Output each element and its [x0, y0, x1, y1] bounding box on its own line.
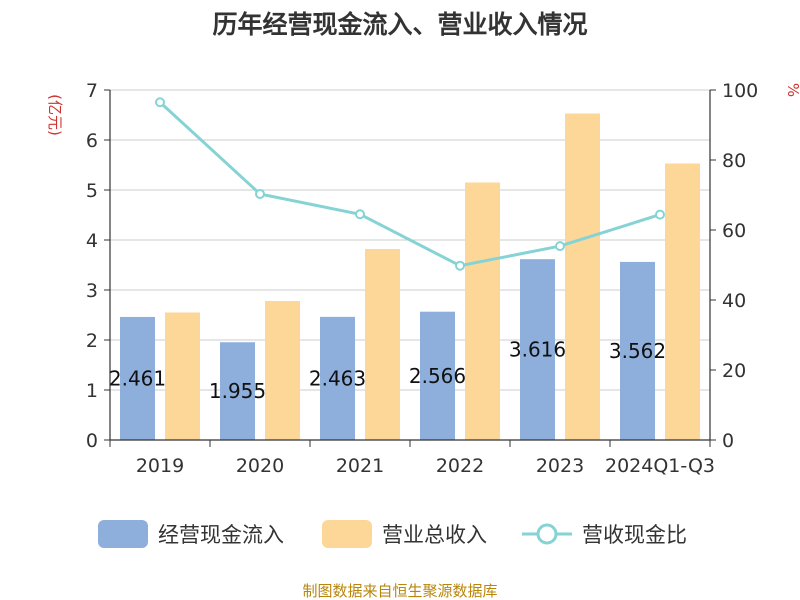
x-axis-tick-label: 2023: [536, 455, 584, 477]
right-axis-tick-label: 100: [722, 80, 758, 102]
bar-revenue: [465, 182, 500, 440]
left-axis-unit: (亿元): [46, 94, 64, 136]
bar-revenue: [665, 163, 700, 440]
source-note: 制图数据来自恒生聚源数据库: [302, 582, 497, 600]
left-axis-tick-label: 4: [86, 230, 98, 252]
ratio-line: [158, 101, 661, 268]
data-label-cash-inflow: 3.616: [509, 338, 566, 362]
bar-cash-inflow: [220, 342, 255, 440]
bar-revenue: [565, 113, 600, 440]
data-label-cash-inflow: 2.566: [409, 364, 466, 388]
bar-cash-inflow: [320, 316, 355, 440]
bar-cash-inflow: [620, 261, 655, 440]
bar-series: [120, 113, 700, 440]
data-label-cash-inflow: 1.955: [209, 379, 266, 403]
legend-swatch-ratio-marker: [536, 523, 558, 545]
right-axis-unit: %: [784, 83, 800, 97]
bar-revenue: [365, 249, 400, 440]
ratio-point: [455, 260, 465, 271]
ratio-point: [355, 209, 365, 220]
left-axis-tick-label: 1: [86, 380, 98, 402]
legend-item-ratio[interactable]: 营收现金比: [522, 523, 687, 547]
right-axis-tick-label: 40: [722, 290, 746, 312]
chart-title: 历年经营现金流入、营业收入情况: [212, 10, 587, 39]
axes: 0 1 2 3 4 5 6 7 0 20 40 60 80 100 2019 2020 2021 2022 2023…: [86, 80, 758, 477]
right-axis-tick-label: 60: [722, 220, 746, 242]
ratio-point: [655, 209, 665, 220]
bar-cash-inflow: [520, 259, 555, 440]
left-axis-tick-label: 0: [86, 430, 98, 452]
x-axis-tick-label: 2019: [136, 455, 184, 477]
data-label-cash-inflow: 3.562: [609, 339, 666, 363]
x-axis-tick-label: 2021: [336, 455, 384, 477]
x-axis-tick-label: 2022: [436, 455, 484, 477]
left-axis-tick-label: 7: [86, 80, 98, 102]
legend-swatch-cash-inflow: [98, 520, 148, 548]
legend[interactable]: 经营现金流入 营业总收入 营收现金比: [98, 520, 687, 548]
gridlines: [110, 89, 710, 391]
legend-item-revenue[interactable]: 营业总收入: [322, 520, 487, 548]
ratio-point: [555, 241, 565, 252]
bar-cash-inflow: [420, 311, 455, 440]
right-axis-tick-label: 80: [722, 150, 746, 172]
left-axis-tick-label: 6: [86, 130, 98, 152]
ratio-point: [255, 188, 265, 199]
left-axis-tick-label: 2: [86, 330, 98, 352]
left-axis-tick-label: 3: [86, 280, 98, 302]
line-series: [155, 97, 665, 271]
ratio-point: [155, 97, 165, 108]
x-axis-tick-label: 2020: [236, 455, 284, 477]
legend-label-revenue: 营业总收入: [382, 523, 487, 547]
data-labels: 2.461 1.955 2.463 2.566 3.616 3.562: [109, 338, 666, 404]
data-label-cash-inflow: 2.463: [309, 366, 366, 390]
right-axis-tick-label: 0: [722, 430, 734, 452]
bar-revenue: [265, 301, 300, 440]
bar-cash-inflow: [120, 316, 155, 440]
left-axis-tick-label: 5: [86, 180, 98, 202]
right-axis-tick-label: 20: [722, 360, 746, 382]
legend-label-cash-inflow: 经营现金流入: [158, 523, 284, 547]
data-label-cash-inflow: 2.461: [109, 366, 166, 390]
legend-label-ratio: 营收现金比: [582, 523, 687, 547]
legend-item-cash-inflow[interactable]: 经营现金流入: [98, 520, 284, 548]
bar-revenue: [165, 312, 200, 440]
legend-swatch-revenue: [322, 520, 372, 548]
x-axis-tick-label: 2024Q1-Q3: [605, 455, 715, 477]
